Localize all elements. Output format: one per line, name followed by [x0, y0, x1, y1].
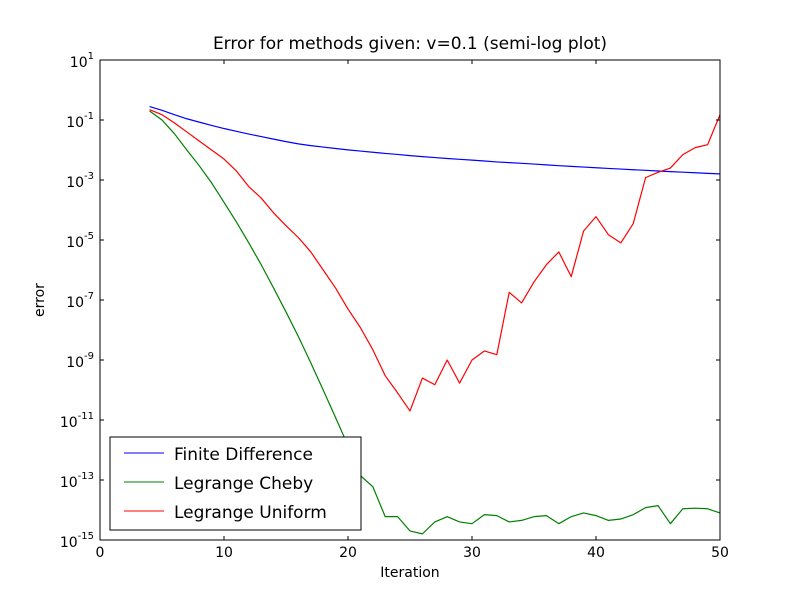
y-tick-label: 101 — [70, 51, 94, 71]
x-tick-label: 20 — [339, 545, 357, 561]
y-tick-label: 10-1 — [66, 111, 94, 131]
y-tick-label: 10-9 — [66, 351, 94, 371]
y-tick-label: 10-3 — [66, 171, 94, 191]
legend-label-legrange-uniform: Legrange Uniform — [174, 503, 327, 523]
y-axis-label: error — [32, 283, 48, 317]
x-tick-label: 10 — [215, 545, 233, 561]
legend: Finite Difference Legrange Cheby Legrang… — [109, 436, 362, 531]
series-layer — [149, 106, 721, 535]
chart-title: Error for methods given: v=0.1 (semi-log… — [213, 34, 607, 54]
y-tick-label: 10-11 — [60, 411, 94, 431]
y-tick-label: 10-7 — [66, 291, 94, 311]
series-line-legrange-cheby — [149, 110, 721, 535]
y-tick-label: 10-5 — [66, 231, 94, 251]
x-tick-label: 40 — [587, 545, 605, 561]
x-axis-label: Iteration — [380, 565, 439, 581]
series-line-finite-difference — [149, 106, 721, 175]
x-tick-label: 0 — [96, 545, 105, 561]
x-tick-label: 30 — [463, 545, 481, 561]
legend-label-legrange-cheby: Legrange Cheby — [174, 474, 313, 494]
x-tick-label: 50 — [711, 545, 729, 561]
legend-label-finite-difference: Finite Difference — [174, 445, 313, 465]
y-tick-label: 10-13 — [60, 471, 94, 491]
series-line-legrange-uniform — [149, 109, 721, 412]
y-tick-label: 10-15 — [60, 531, 94, 551]
tick-layer: 0 10 20 30 40 50 101 10-1 10-3 10-5 10-7 10-9 10-11 1… — [60, 51, 729, 561]
